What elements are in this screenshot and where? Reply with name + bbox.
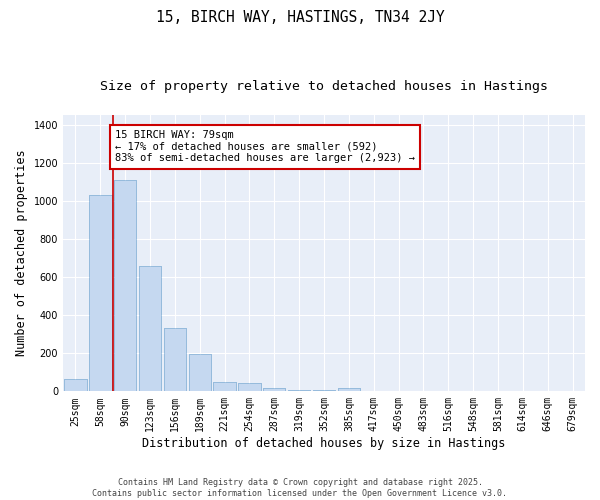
Bar [89,195,112,392]
Title: Size of property relative to detached houses in Hastings: Size of property relative to detached ho… [100,80,548,93]
Text: 15, BIRCH WAY, HASTINGS, TN34 2JY: 15, BIRCH WAY, HASTINGS, TN34 2JY [155,10,445,25]
Bar [139,266,161,392]
Text: Contains HM Land Registry data © Crown copyright and database right 2025.
Contai: Contains HM Land Registry data © Crown c… [92,478,508,498]
Bar [313,390,335,392]
Bar [263,388,286,392]
Bar [64,379,86,392]
Bar [338,388,360,392]
Bar [263,388,286,392]
Bar [238,383,260,392]
Bar [288,390,310,392]
Bar [313,390,335,392]
Bar [139,266,161,392]
Text: 15 BIRCH WAY: 79sqm
← 17% of detached houses are smaller (592)
83% of semi-detac: 15 BIRCH WAY: 79sqm ← 17% of detached ho… [115,130,415,164]
Bar [188,354,211,392]
Bar [288,390,310,392]
Bar [214,382,236,392]
Y-axis label: Number of detached properties: Number of detached properties [15,150,28,356]
Bar [164,328,186,392]
X-axis label: Distribution of detached houses by size in Hastings: Distribution of detached houses by size … [142,437,506,450]
Bar [64,379,86,392]
Bar [214,382,236,392]
Bar [238,383,260,392]
Bar [114,180,136,392]
Bar [89,195,112,392]
Bar [338,388,360,392]
Bar [164,328,186,392]
Bar [188,354,211,392]
Bar [114,180,136,392]
